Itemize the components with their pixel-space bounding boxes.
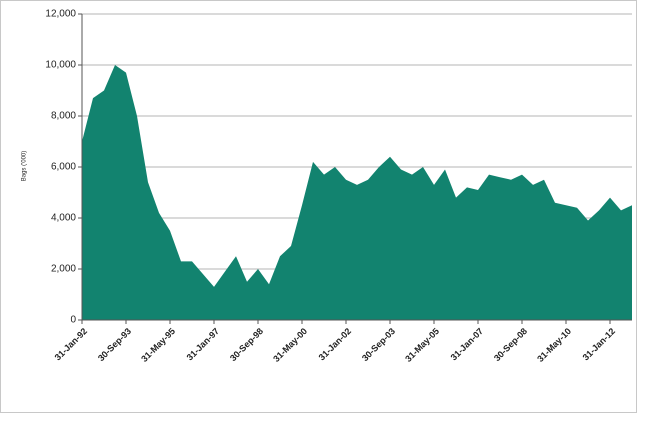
y-tick-label: 12,000 — [45, 9, 76, 20]
x-tick-label: 31-Jan-97 — [185, 326, 221, 362]
x-tick-label: 31-Jan-07 — [449, 326, 485, 362]
x-tick-label: 31-Jan-92 — [53, 326, 89, 362]
area — [82, 65, 632, 320]
y-tick-label: 2,000 — [51, 264, 76, 275]
x-tick-label: 30-Sep-93 — [96, 326, 133, 363]
x-tick-label: 30-Sep-98 — [228, 326, 265, 363]
y-tick-label: 8,000 — [51, 111, 76, 122]
y-axis-label: Bags ('000) — [22, 151, 28, 182]
y-tick-label: 4,000 — [51, 213, 76, 224]
x-tick-label: 30-Sep-03 — [360, 326, 397, 363]
x-tick-label: 30-Sep-08 — [492, 326, 529, 363]
x-tick-label: 31-May-10 — [535, 326, 573, 364]
x-tick-label: 31-May-95 — [139, 326, 177, 364]
x-tick-label: 31-Jan-12 — [581, 326, 617, 362]
x-tick-label: 31-May-00 — [271, 326, 309, 364]
x-tick-label: 31-Jan-02 — [317, 326, 353, 362]
y-tick-label: 0 — [70, 315, 76, 326]
x-tick-label: 31-May-05 — [403, 326, 441, 364]
y-tick-label: 6,000 — [51, 162, 76, 173]
y-tick-label: 10,000 — [45, 60, 76, 71]
chart-border — [0, 0, 637, 413]
